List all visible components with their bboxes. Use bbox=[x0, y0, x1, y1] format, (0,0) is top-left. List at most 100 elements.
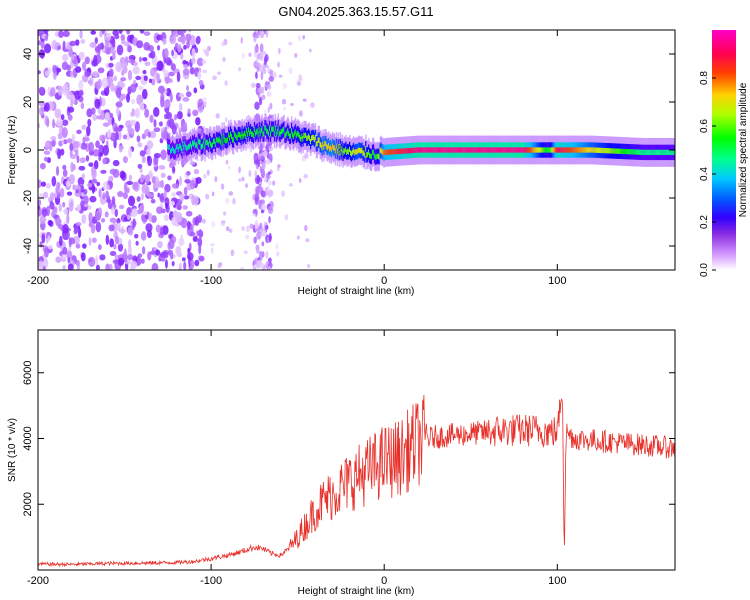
heatmap-cell bbox=[278, 130, 281, 136]
heatmap-cell bbox=[102, 192, 106, 200]
heatmap-cell bbox=[43, 156, 48, 162]
heatmap-cell bbox=[299, 135, 301, 141]
heatmap-cell bbox=[211, 142, 214, 148]
heatmap-cell bbox=[561, 147, 563, 153]
heatmap-cell bbox=[117, 190, 124, 198]
heatmap-cell bbox=[68, 201, 74, 212]
heatmap-cell bbox=[526, 147, 528, 153]
heatmap-cell bbox=[44, 142, 50, 149]
heatmap-cell bbox=[371, 149, 374, 156]
heatmap-cell bbox=[39, 162, 46, 170]
heatmap-cell bbox=[588, 147, 590, 153]
heatmap-cell bbox=[202, 142, 204, 148]
heatmap-cell bbox=[611, 148, 614, 154]
heatmap-cell bbox=[241, 130, 243, 136]
heatmap-cell bbox=[183, 195, 190, 200]
heatmap-cell bbox=[545, 147, 547, 153]
heatmap-cell bbox=[102, 144, 110, 156]
heatmap-cell bbox=[189, 231, 196, 237]
heatmap-cell bbox=[365, 146, 367, 152]
heatmap-cell bbox=[318, 137, 320, 143]
heatmap-cell bbox=[671, 149, 674, 156]
heatmap-cell bbox=[649, 149, 652, 156]
heatmap-cell bbox=[140, 258, 145, 264]
heatmap-cell bbox=[173, 149, 176, 155]
heatmap-cell bbox=[508, 147, 510, 153]
heatmap-cell bbox=[277, 164, 281, 168]
heatmap-cell bbox=[261, 126, 263, 132]
heatmap-cell bbox=[133, 79, 137, 85]
heatmap-cell bbox=[261, 251, 265, 258]
heatmap-cell bbox=[319, 141, 321, 148]
heatmap-cell bbox=[297, 35, 301, 42]
heatmap-cell bbox=[220, 183, 225, 190]
heatmap-cell bbox=[305, 238, 310, 243]
heatmap-cell bbox=[116, 217, 121, 224]
heatmap-cell bbox=[160, 96, 165, 108]
heatmap-cell bbox=[82, 243, 87, 249]
heatmap-cell bbox=[146, 140, 154, 150]
heatmap-cell bbox=[255, 31, 260, 39]
heatmap-cell bbox=[524, 147, 526, 153]
heatmap-cell bbox=[38, 260, 44, 270]
heatmap-cell bbox=[544, 147, 546, 153]
heatmap-cell bbox=[510, 147, 513, 153]
heatmap-cell bbox=[49, 192, 55, 201]
heatmap-cell bbox=[573, 147, 576, 153]
heatmap-cell bbox=[119, 204, 125, 210]
heatmap-cell bbox=[179, 193, 185, 202]
heatmap-cell bbox=[664, 149, 666, 156]
heatmap-cell bbox=[590, 147, 593, 153]
heatmap-cell bbox=[182, 141, 184, 147]
heatmap-cell bbox=[141, 246, 146, 255]
heatmap-cell bbox=[313, 136, 316, 143]
heatmap-cell bbox=[262, 131, 264, 137]
heatmap-cell bbox=[423, 147, 425, 153]
heatmap-cell bbox=[201, 218, 206, 224]
heatmap-cell bbox=[76, 204, 81, 212]
heatmap-cell bbox=[291, 132, 294, 138]
heatmap-cell bbox=[38, 209, 43, 217]
heatmap-cell bbox=[533, 147, 536, 153]
heatmap-cell bbox=[328, 143, 330, 149]
heatmap-cell bbox=[272, 180, 276, 186]
heatmap-cell bbox=[88, 237, 92, 246]
heatmap-cell bbox=[134, 233, 139, 239]
heatmap-cell bbox=[112, 168, 120, 178]
heatmap-cell bbox=[560, 147, 562, 153]
heatmap-cell bbox=[628, 149, 630, 155]
heatmap-cell bbox=[271, 126, 274, 132]
heatmap-cell bbox=[409, 147, 412, 154]
heatmap-cell bbox=[67, 106, 75, 113]
heatmap-cell bbox=[62, 30, 70, 38]
heatmap-cell bbox=[178, 237, 185, 247]
heatmap-cell bbox=[241, 176, 245, 182]
heatmap-cell bbox=[608, 148, 611, 154]
heatmap-cell bbox=[255, 129, 258, 135]
heatmap-cell bbox=[451, 147, 454, 153]
heatmap-cell bbox=[302, 35, 306, 40]
heatmap-cell bbox=[186, 170, 191, 176]
heatmap-cell bbox=[201, 143, 203, 150]
heatmap-cell bbox=[569, 147, 572, 153]
heatmap-cell bbox=[651, 149, 654, 156]
heatmap-cell bbox=[169, 35, 177, 45]
heatmap-cell bbox=[320, 142, 322, 148]
heatmap-cell bbox=[107, 129, 112, 139]
heatmap-cell bbox=[421, 147, 423, 153]
heatmap-cell bbox=[266, 185, 270, 193]
heatmap-cell bbox=[424, 147, 426, 153]
heatmap-cell bbox=[495, 147, 498, 153]
heatmap-cell bbox=[652, 149, 655, 156]
heatmap-cell bbox=[493, 147, 496, 153]
heatmap-cell bbox=[507, 147, 509, 153]
heatmap-cell bbox=[389, 149, 391, 155]
heatmap-cell bbox=[283, 126, 285, 132]
heatmap-cell bbox=[94, 212, 102, 221]
heatmap-cell bbox=[172, 147, 175, 154]
heatmap-cell bbox=[118, 82, 126, 88]
heatmap-cell bbox=[104, 39, 110, 49]
heatmap-cell bbox=[580, 147, 582, 153]
heatmap-cell bbox=[115, 87, 122, 99]
heatmap-cell bbox=[177, 30, 184, 36]
